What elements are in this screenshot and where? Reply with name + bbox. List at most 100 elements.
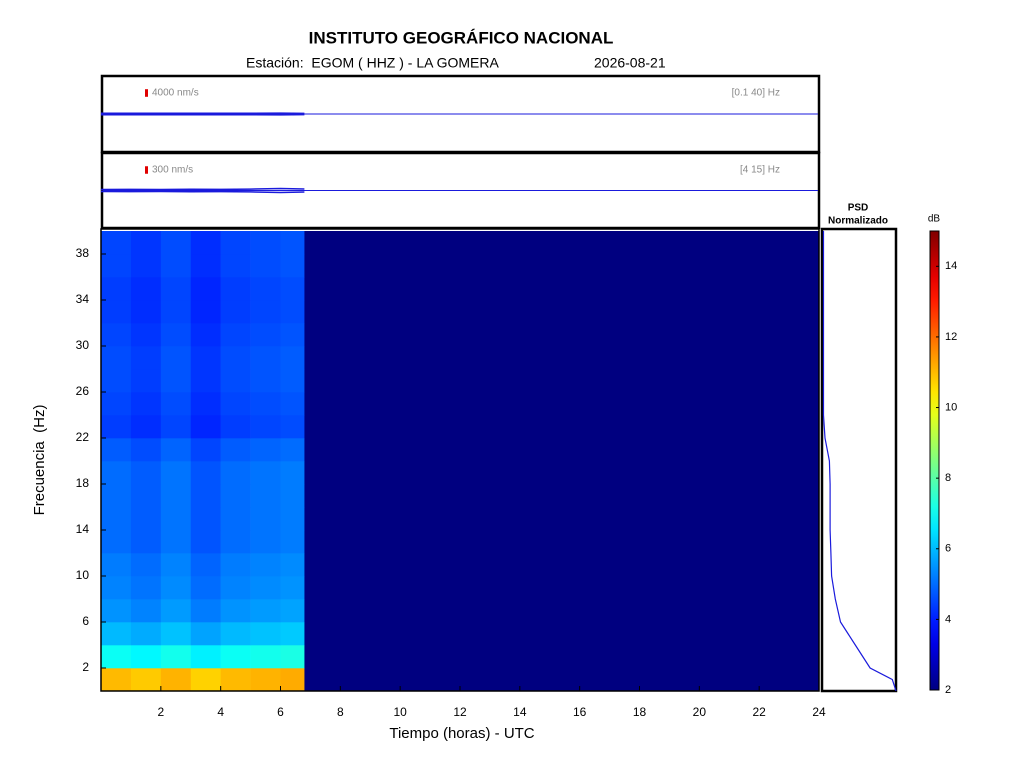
spectrogram-cell (250, 415, 281, 439)
spectrogram-cell (220, 254, 251, 278)
spectrogram-cell (190, 300, 221, 324)
spectrogram-cell (101, 645, 132, 669)
spectrogram-cell (280, 369, 305, 393)
spectrogram-cell (220, 415, 251, 439)
colorbar-tick-label: 2 (945, 684, 951, 696)
spectrogram-cell (280, 415, 305, 439)
psd-subtitle: Normalizado (828, 216, 888, 227)
spectrogram-cell (280, 622, 305, 646)
x-tick-label: 8 (337, 705, 344, 719)
spectrogram-cell (304, 576, 820, 600)
spectrogram-cell (250, 668, 281, 692)
x-tick-label: 16 (573, 705, 587, 719)
spectrogram-cell (304, 507, 820, 531)
spectrogram-cell (130, 254, 162, 278)
spectrogram-cell (101, 231, 132, 255)
scale-label: 300 nm/s (152, 165, 193, 176)
y-tick-label: 14 (76, 522, 90, 536)
trace-envelope (100, 187, 305, 191)
spectrogram-cell (130, 438, 162, 462)
x-tick-label: 4 (217, 705, 224, 719)
spectrogram-cell (304, 668, 820, 692)
spectrogram-cell (220, 507, 251, 531)
spectrogram-cell (130, 415, 162, 439)
spectrogram-cell (101, 507, 132, 531)
x-tick-label: 18 (633, 705, 647, 719)
spectrogram-cell (130, 300, 162, 324)
spectrogram-cell (304, 392, 820, 416)
spectrogram-cell (130, 553, 162, 577)
spectrogram-cell (220, 530, 251, 554)
spectrogram-cell (220, 461, 251, 485)
psd-title: PSD (848, 203, 869, 214)
spectrogram-cell (190, 599, 221, 623)
spectrogram-cell (304, 622, 820, 646)
spectrogram-cell (304, 530, 820, 554)
colorbar-tick-label: 14 (945, 260, 957, 272)
y-tick-label: 6 (82, 614, 89, 628)
spectrogram-cell (280, 438, 305, 462)
spectrogram-cell (220, 392, 251, 416)
y-tick-label: 22 (76, 430, 90, 444)
spectrogram-cell (220, 645, 251, 669)
spectrogram-cell (250, 645, 281, 669)
spectrogram-cell (101, 369, 132, 393)
spectrogram-cell (130, 668, 162, 692)
spectrogram-cell (280, 300, 305, 324)
spectrogram-cell (130, 507, 162, 531)
chart-date: 2026-08-21 (594, 55, 666, 71)
spectrogram-cell (190, 438, 221, 462)
x-tick-label: 24 (812, 705, 826, 719)
spectrogram-cell (304, 599, 820, 623)
spectrogram-cell (160, 507, 192, 531)
spectrogram-cell (101, 438, 132, 462)
spectrogram-cell (130, 392, 162, 416)
spectrogram-cell (250, 484, 281, 508)
spectrogram-cell (190, 645, 221, 669)
spectrogram-cell (130, 461, 162, 485)
spectrogram-cell (160, 323, 192, 347)
spectrogram-cell (250, 300, 281, 324)
y-tick-label: 10 (76, 568, 90, 582)
spectrogram-cell (101, 392, 132, 416)
spectrogram-cell (220, 369, 251, 393)
spectrogram-cell (130, 576, 162, 600)
spectrogram-cell (160, 622, 192, 646)
spectrogram-cell (304, 415, 820, 439)
x-tick-label: 20 (693, 705, 707, 719)
spectrogram-cell (304, 254, 820, 278)
spectrogram-cell (250, 530, 281, 554)
spectrogram-cell (130, 231, 162, 255)
spectrogram-cell (130, 622, 162, 646)
spectrogram-cell (220, 622, 251, 646)
spectrogram-cell (190, 576, 221, 600)
colorbar (929, 230, 940, 691)
spectrogram-cell (101, 346, 132, 370)
spectrogram-cell (190, 530, 221, 554)
spectrogram-cell (101, 622, 132, 646)
spectrogram-cell (304, 277, 820, 301)
spectrogram-cell (160, 346, 192, 370)
spectrogram-cell (101, 668, 132, 692)
spectrogram-cell (101, 254, 132, 278)
spectrogram-cell (101, 323, 132, 347)
spectrogram-cell (101, 553, 132, 577)
spectrogram-cell (130, 645, 162, 669)
spectrogram-cell (190, 392, 221, 416)
spectrogram-cell (280, 254, 305, 278)
spectrogram-cell (160, 392, 192, 416)
spectrogram-cell (160, 369, 192, 393)
spectrogram-cell (280, 599, 305, 623)
x-tick-label: 12 (453, 705, 467, 719)
spectrogram-cell (160, 415, 192, 439)
spectrogram-cell (130, 530, 162, 554)
spectrogram-cell (160, 530, 192, 554)
spectrogram-cell (190, 369, 221, 393)
spectrogram-cell (220, 438, 251, 462)
spectrogram-cell (160, 231, 192, 255)
spectrogram-cell (101, 484, 132, 508)
spectrogram-cell (280, 530, 305, 554)
spectrogram-cell (250, 392, 281, 416)
